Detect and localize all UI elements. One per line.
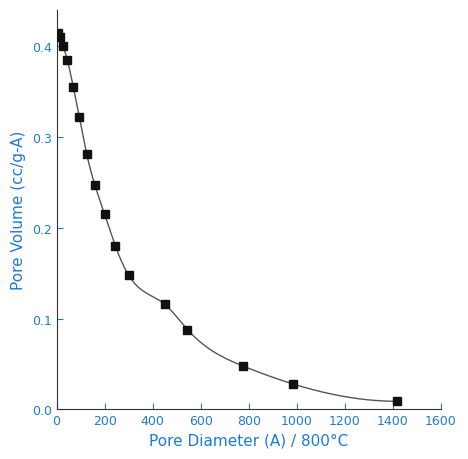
Y-axis label: Pore Volume (cc/g-A): Pore Volume (cc/g-A) — [11, 131, 26, 290]
X-axis label: Pore Diameter (A) / 800°C: Pore Diameter (A) / 800°C — [149, 433, 348, 448]
